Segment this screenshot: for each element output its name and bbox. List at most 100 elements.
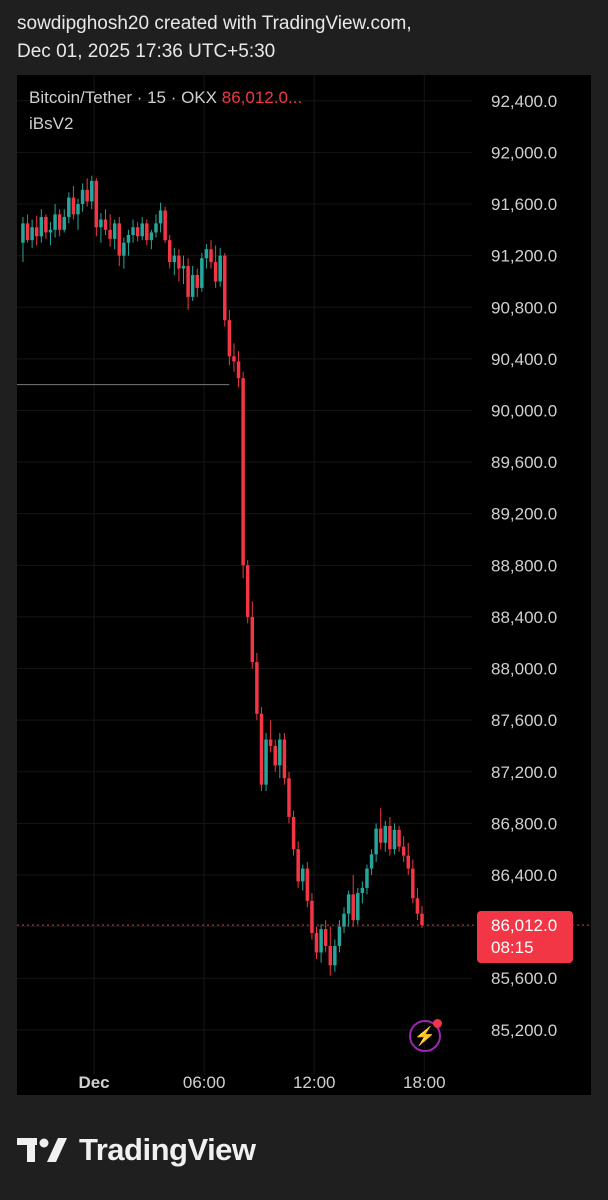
candle xyxy=(301,868,305,882)
x-tick-label: 12:00 xyxy=(293,1073,336,1092)
candle xyxy=(190,275,195,297)
candle xyxy=(80,189,85,205)
y-tick-label: 88,000.0 xyxy=(491,660,557,679)
candle xyxy=(209,249,213,263)
candle xyxy=(195,275,199,288)
bar-countdown: 08:15 xyxy=(491,938,534,957)
y-tick-label: 91,200.0 xyxy=(491,247,557,266)
chart-header: sowdipghosh20 created with TradingView.c… xyxy=(17,10,412,66)
candle xyxy=(296,849,300,882)
candle xyxy=(126,235,131,243)
y-tick-label: 87,600.0 xyxy=(491,711,557,730)
candle xyxy=(172,255,177,263)
tradingview-logo-icon xyxy=(17,1138,67,1162)
candle xyxy=(245,565,250,617)
candle xyxy=(236,361,241,379)
candle xyxy=(204,249,209,259)
candle xyxy=(108,229,112,239)
candle xyxy=(333,945,337,966)
candle xyxy=(273,745,277,766)
y-tick-label: 90,800.0 xyxy=(491,298,557,317)
candle xyxy=(365,868,369,888)
candle xyxy=(200,258,204,288)
candle xyxy=(374,828,378,855)
candle xyxy=(44,216,48,233)
candle xyxy=(328,945,333,966)
y-tick-label: 89,600.0 xyxy=(491,453,557,472)
candle xyxy=(94,180,99,228)
candle xyxy=(39,216,44,237)
candle xyxy=(310,900,314,934)
candle xyxy=(342,913,346,927)
y-tick-label: 92,000.0 xyxy=(491,143,557,162)
chart-panel[interactable]: 92,400.0 92,000.0 91,600.0 91,200.0 90,800.0… xyxy=(17,75,591,1095)
candle xyxy=(140,223,144,237)
last-price-value: 86,012.0 xyxy=(491,916,558,935)
candle xyxy=(122,242,126,256)
candle xyxy=(48,229,53,233)
candle xyxy=(255,662,259,714)
y-tick-label: 89,200.0 xyxy=(491,505,557,524)
candle xyxy=(319,929,323,953)
footer-brand[interactable]: TradingView xyxy=(17,1132,256,1168)
last-price-label: 86,012.0 08:15 xyxy=(477,911,573,963)
candle xyxy=(314,933,319,953)
y-tick-label: 90,000.0 xyxy=(491,401,557,420)
candle xyxy=(223,255,227,321)
candle xyxy=(25,223,30,241)
candle xyxy=(369,854,374,869)
candle xyxy=(411,868,415,899)
legend-symbol[interactable]: Bitcoin/Tether · 15 · OKX xyxy=(29,88,218,107)
candle xyxy=(163,210,167,241)
candle xyxy=(305,868,310,901)
candle xyxy=(360,887,365,894)
author-line: sowdipghosh20 created with TradingView.c… xyxy=(17,13,412,34)
lightning-bolt-icon[interactable]: ⚡ xyxy=(409,1020,441,1052)
candle xyxy=(213,262,218,282)
x-tick-label: 06:00 xyxy=(183,1073,226,1092)
candle xyxy=(103,219,108,230)
candle xyxy=(99,219,103,228)
candle xyxy=(392,829,397,850)
candle xyxy=(218,255,222,282)
candle xyxy=(278,739,282,766)
candle xyxy=(282,739,287,779)
candle xyxy=(67,197,71,217)
candle xyxy=(21,223,25,243)
candle xyxy=(135,227,140,237)
candle xyxy=(227,320,232,357)
candle xyxy=(397,829,401,847)
y-tick-label: 85,200.0 xyxy=(491,1021,557,1040)
legend-indicator[interactable]: iBsV2 xyxy=(29,114,74,133)
x-tick-label: Dec xyxy=(78,1073,109,1092)
candle xyxy=(186,265,190,297)
price-chart[interactable]: 92,400.0 92,000.0 91,600.0 91,200.0 90,800.0… xyxy=(17,75,591,1095)
candle xyxy=(131,227,135,235)
notification-dot xyxy=(433,1019,442,1028)
candle xyxy=(401,846,406,856)
y-tick-label: 90,400.0 xyxy=(491,350,557,369)
candle xyxy=(112,223,117,239)
candle xyxy=(90,180,94,202)
candle xyxy=(181,265,186,269)
y-tick-label: 91,600.0 xyxy=(491,195,557,214)
candle xyxy=(268,739,273,746)
legend-price: 86,012.0... xyxy=(221,88,303,107)
timestamp-line: Dec 01, 2025 17:36 UTC+5:30 xyxy=(17,41,276,62)
candle xyxy=(62,216,66,230)
y-tick-label: 88,800.0 xyxy=(491,556,557,575)
y-tick-label: 87,200.0 xyxy=(491,763,557,782)
candle xyxy=(415,898,420,914)
brand-name: TradingView xyxy=(79,1132,256,1167)
chart-legend: Bitcoin/Tether · 15 · OKX 86,012.0... iB… xyxy=(29,85,302,137)
candle xyxy=(420,913,424,926)
candle xyxy=(356,893,360,921)
candle xyxy=(323,929,328,946)
candle xyxy=(351,894,355,921)
candle xyxy=(291,816,296,850)
candle xyxy=(71,197,76,215)
candle xyxy=(241,378,245,566)
candle xyxy=(337,926,342,946)
candle xyxy=(388,825,392,850)
candle xyxy=(57,214,62,230)
